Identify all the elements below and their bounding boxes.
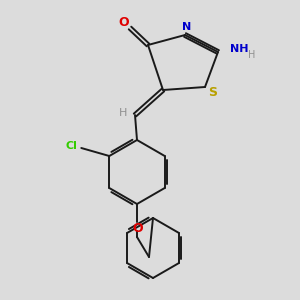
Text: H: H — [248, 50, 255, 60]
Text: H: H — [119, 108, 127, 118]
Text: O: O — [133, 223, 143, 236]
Text: O: O — [119, 16, 129, 29]
Text: S: S — [208, 85, 217, 98]
Text: NH: NH — [230, 44, 248, 54]
Text: N: N — [182, 22, 192, 32]
Text: Cl: Cl — [65, 141, 77, 151]
